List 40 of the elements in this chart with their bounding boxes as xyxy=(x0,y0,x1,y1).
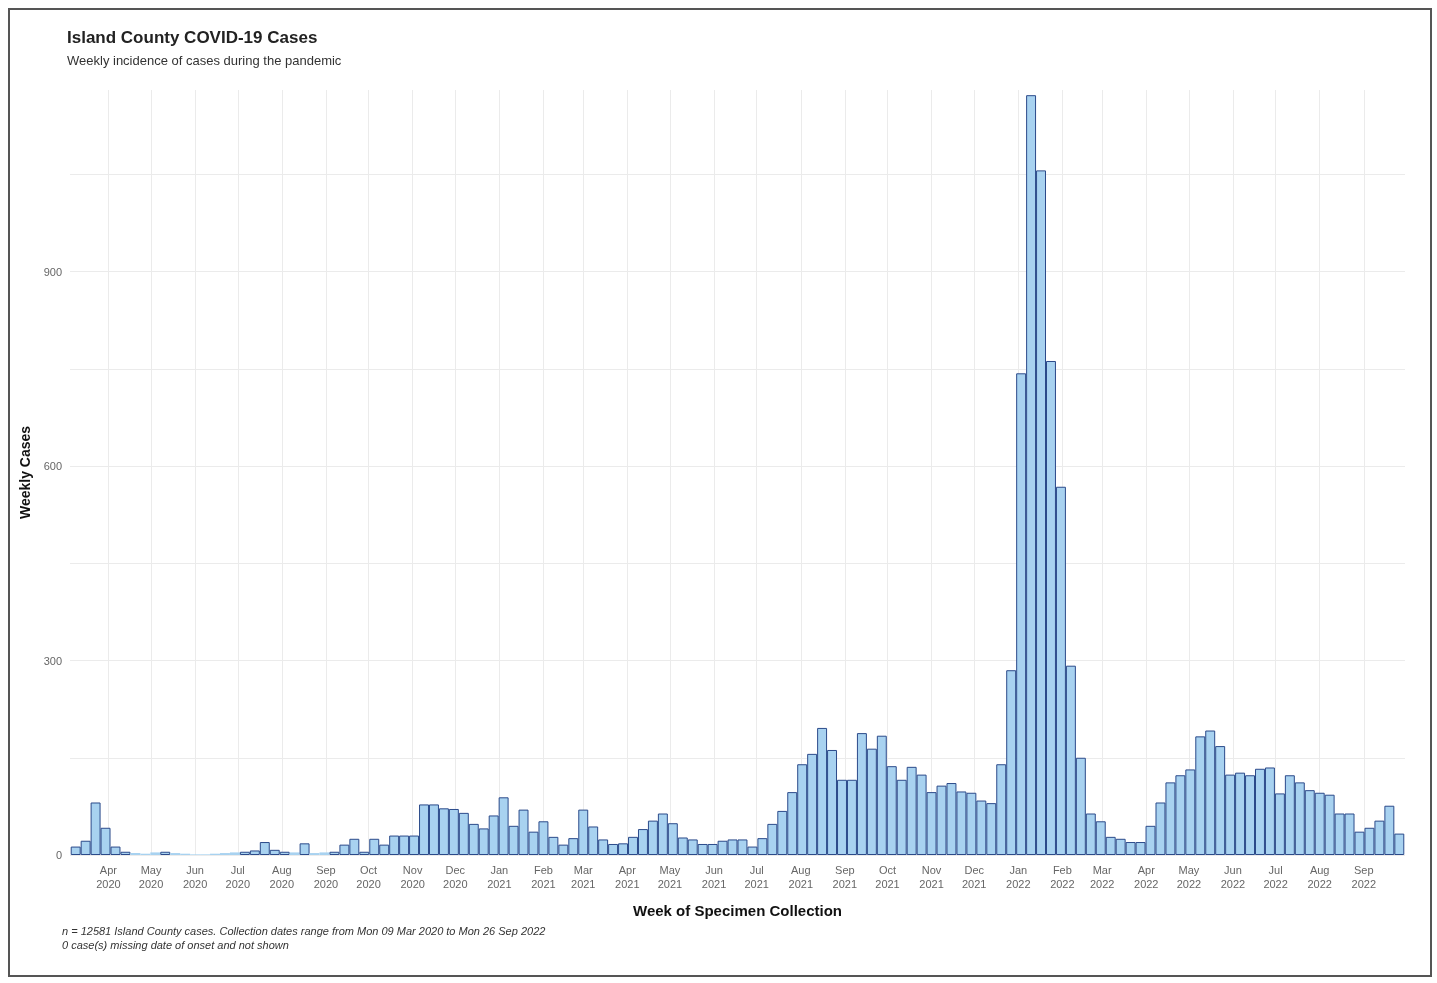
y-tick-label: 600 xyxy=(43,460,62,473)
y-tick-label: 300 xyxy=(43,654,62,667)
x-tick-label: Aug 2020 xyxy=(269,864,295,890)
x-tick-label: Nov 2020 xyxy=(400,864,425,890)
x-tick-label: Aug 2021 xyxy=(788,864,814,890)
x-tick-label: Oct 2021 xyxy=(875,864,900,890)
x-tick-label: Feb 2021 xyxy=(531,864,556,890)
x-tick-label: Jun 2022 xyxy=(1220,864,1246,890)
x-tick-label: Jan 2021 xyxy=(487,864,512,890)
x-tick-label: Dec 2020 xyxy=(443,864,468,890)
x-tick-label: May 2022 xyxy=(1176,864,1202,890)
x-axis-title: Week of Specimen Collection xyxy=(633,902,842,919)
x-tick-label: Mar 2022 xyxy=(1089,864,1115,890)
x-tick-label: Sep 2022 xyxy=(1351,864,1377,890)
x-tick-label: Jul 2021 xyxy=(744,864,769,890)
x-tick-label: Aug 2022 xyxy=(1307,864,1332,890)
x-tick-label: Jul 2022 xyxy=(1263,864,1288,890)
x-tick-label: Jul 2020 xyxy=(225,864,251,890)
x-tick-label: May 2021 xyxy=(657,864,683,890)
chart-subtitle: Weekly incidence of cases during the pandemic xyxy=(67,53,342,68)
x-tick-label: Dec 2021 xyxy=(961,864,987,890)
x-tick-label: Mar 2021 xyxy=(571,864,596,890)
text: 0 case(s) missing date of onset and not shown xyxy=(62,938,289,951)
x-tick-label: Sep 2020 xyxy=(313,864,339,890)
y-tick-label: 900 xyxy=(43,265,62,278)
x-tick-label: Jun 2021 xyxy=(701,864,727,890)
x-tick-label: Apr 2020 xyxy=(96,864,121,890)
x-tick-label: Sep 2021 xyxy=(832,864,858,890)
x-tick-label: May 2020 xyxy=(138,864,164,890)
chart-title: Island County COVID-19 Cases xyxy=(67,28,318,47)
text: n = 12581 Island County cases. Collection dates range from Mon 09 Mar 2020 to Mon 26 Sep 2022 xyxy=(62,924,546,937)
y-tick-label: 0 xyxy=(55,849,62,861)
x-tick-label: Apr 2021 xyxy=(615,864,640,890)
x-tick-label: Feb 2022 xyxy=(1050,864,1075,890)
x-tick-label: Jan 2022 xyxy=(1006,864,1031,890)
x-tick-label: Oct 2020 xyxy=(356,864,381,890)
x-tick-label: Jun 2020 xyxy=(182,864,208,890)
y-axis-title: Weekly Cases xyxy=(17,425,33,520)
x-tick-label: Apr 2022 xyxy=(1134,864,1159,890)
x-tick-label: Nov 2021 xyxy=(919,864,944,890)
